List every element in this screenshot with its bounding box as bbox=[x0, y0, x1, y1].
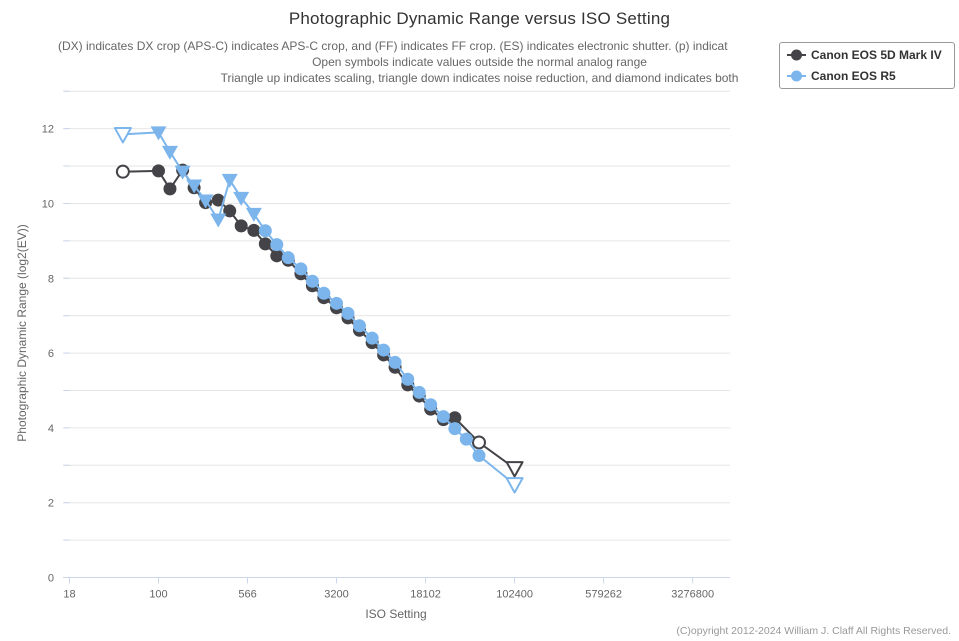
point-canon-eos-r5-iso-125[interactable] bbox=[161, 145, 178, 160]
y-tick-label: 8 bbox=[48, 273, 54, 285]
point-canon-eos-5d-mark-iv-iso-800[interactable] bbox=[258, 237, 272, 251]
chart-subtitle-line1: (DX) indicates DX crop (APS-C) indicates… bbox=[58, 39, 728, 53]
point-canon-eos-r5-iso-51200[interactable] bbox=[472, 449, 486, 463]
point-canon-eos-r5-iso-200[interactable] bbox=[186, 179, 203, 194]
x-tick-label: 100 bbox=[149, 589, 167, 601]
point-canon-eos-r5-iso-160[interactable] bbox=[174, 165, 191, 180]
y-tick-label: 12 bbox=[42, 124, 54, 136]
point-canon-eos-r5-iso-250[interactable] bbox=[197, 194, 214, 209]
point-canon-eos-r5-iso-8000[interactable] bbox=[377, 343, 391, 357]
x-tick-label: 3276800 bbox=[671, 589, 714, 601]
point-canon-eos-r5-iso-1250[interactable] bbox=[281, 251, 295, 265]
point-canon-eos-r5-iso-640[interactable] bbox=[245, 207, 262, 222]
point-canon-eos-5d-mark-iv-iso-320[interactable] bbox=[211, 193, 225, 207]
x-tick-label: 566 bbox=[238, 589, 256, 601]
point-canon-eos-r5-iso-6400[interactable] bbox=[365, 331, 379, 345]
point-canon-eos-5d-mark-iv-iso-50[interactable] bbox=[115, 164, 130, 179]
point-canon-eos-r5-iso-50[interactable] bbox=[113, 127, 132, 144]
legend-label: Canon EOS R5 bbox=[811, 69, 896, 83]
point-canon-eos-5d-mark-iv-iso-500[interactable] bbox=[234, 219, 248, 233]
x-tick-label: 18 bbox=[63, 589, 75, 601]
point-canon-eos-r5-iso-10000[interactable] bbox=[388, 355, 402, 369]
point-canon-eos-r5-iso-400[interactable] bbox=[221, 173, 238, 188]
point-canon-eos-r5-iso-1000[interactable] bbox=[270, 238, 284, 252]
point-canon-eos-r5-iso-12800[interactable] bbox=[401, 372, 415, 386]
point-canon-eos-r5-iso-2500[interactable] bbox=[317, 286, 331, 300]
y-tick-label: 6 bbox=[48, 348, 54, 360]
legend-marker-circle-icon bbox=[787, 70, 806, 82]
legend-marker-circle-icon bbox=[787, 49, 806, 61]
chart-subtitle-line2: Open symbols indicate values outside the… bbox=[312, 55, 647, 69]
point-canon-eos-r5-iso-20000[interactable] bbox=[424, 398, 438, 412]
y-tick-label: 4 bbox=[48, 423, 54, 435]
point-canon-eos-5d-mark-iv-iso-640[interactable] bbox=[247, 223, 261, 237]
y-tick-label: 2 bbox=[48, 498, 54, 510]
legend-item-canon-eos-r5[interactable]: Canon EOS R5 bbox=[787, 67, 954, 85]
x-tick-label: 102400 bbox=[496, 589, 533, 601]
point-canon-eos-5d-mark-iv-iso-51200[interactable] bbox=[471, 435, 486, 450]
x-axis-title: ISO Setting bbox=[365, 607, 427, 621]
point-canon-eos-r5-iso-320[interactable] bbox=[210, 213, 227, 228]
point-canon-eos-r5-iso-500[interactable] bbox=[233, 191, 250, 206]
copyright-text: (C)opyright 2012-2024 William J. Claff A… bbox=[676, 625, 951, 637]
x-tick-label: 18102 bbox=[410, 589, 441, 601]
point-canon-eos-r5-iso-102400[interactable] bbox=[505, 477, 524, 494]
point-canon-eos-5d-mark-iv-iso-100[interactable] bbox=[152, 164, 165, 178]
point-canon-eos-r5-iso-16000[interactable] bbox=[412, 385, 426, 399]
point-canon-eos-r5-iso-25600[interactable] bbox=[436, 410, 450, 424]
y-tick-label: 0 bbox=[48, 573, 54, 585]
y-tick-label: 10 bbox=[42, 198, 54, 210]
point-canon-eos-5d-mark-iv-iso-125[interactable] bbox=[163, 182, 177, 196]
chart-title: Photographic Dynamic Range versus ISO Se… bbox=[288, 9, 671, 28]
point-canon-eos-5d-mark-iv-iso-1000[interactable] bbox=[270, 249, 284, 263]
point-canon-eos-5d-mark-iv-iso-32000[interactable] bbox=[448, 411, 462, 425]
legend: Canon EOS 5D Mark IV Canon EOS R5 bbox=[779, 42, 955, 89]
x-tick-label: 579262 bbox=[585, 589, 622, 601]
point-canon-eos-5d-mark-iv-iso-400[interactable] bbox=[223, 204, 237, 218]
x-tick-label: 3200 bbox=[324, 589, 348, 601]
point-canon-eos-r5-iso-5000[interactable] bbox=[352, 319, 366, 333]
point-canon-eos-r5-iso-2000[interactable] bbox=[305, 274, 319, 288]
point-canon-eos-r5-iso-4000[interactable] bbox=[341, 306, 355, 320]
legend-item-canon-eos-5d-mark-iv[interactable]: Canon EOS 5D Mark IV bbox=[787, 46, 954, 64]
point-canon-eos-r5-iso-1600[interactable] bbox=[294, 262, 308, 276]
point-canon-eos-r5-iso-40000[interactable] bbox=[459, 432, 473, 446]
point-canon-eos-r5-iso-3200[interactable] bbox=[330, 296, 344, 310]
point-canon-eos-r5-iso-100[interactable] bbox=[150, 126, 167, 141]
point-canon-eos-5d-mark-iv-iso-102400[interactable] bbox=[505, 461, 524, 478]
point-canon-eos-r5-iso-800[interactable] bbox=[258, 224, 272, 238]
chart-subtitle-line3: Triangle up indicates scaling, triangle … bbox=[220, 71, 739, 85]
point-canon-eos-r5-iso-32000[interactable] bbox=[448, 422, 462, 436]
legend-label: Canon EOS 5D Mark IV bbox=[811, 48, 942, 62]
